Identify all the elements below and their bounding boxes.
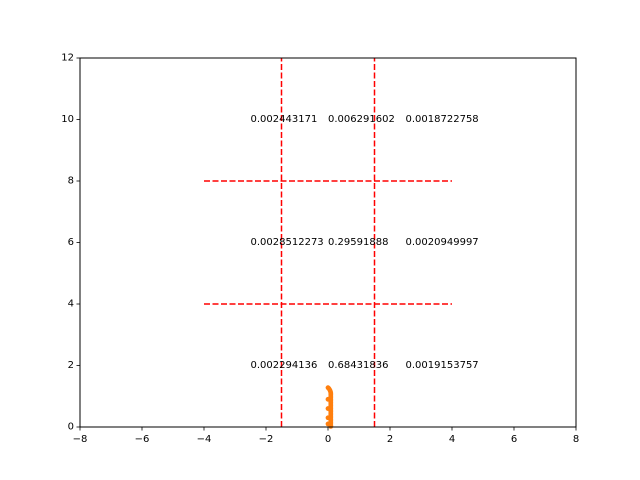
- data-point-28: [325, 406, 331, 411]
- cell-label-3: 0.0028512273: [251, 237, 324, 248]
- y-tick-label-3: 6: [68, 237, 74, 248]
- y-tick-label-4: 8: [68, 176, 74, 187]
- cell-label-5: 0.0020949997: [406, 237, 479, 248]
- cell-label-7: 0.006291602: [328, 114, 395, 125]
- y-tick-label-5: 10: [61, 114, 74, 125]
- x-axis: −8 −6 −4 −2 0 2 4 6 8: [73, 427, 579, 445]
- cell-label-8: 0.0018722758: [406, 114, 479, 125]
- x-tick-label-1: −6: [135, 434, 150, 445]
- cell-labels-layer: 0.002294136 0.68431836 0.0019153757 0.00285…: [251, 114, 479, 371]
- x-tick-label-5: 2: [387, 434, 393, 445]
- data-point-27: [325, 396, 331, 402]
- x-tick-label-6: 4: [449, 434, 455, 445]
- y-tick-label-2: 4: [68, 299, 74, 310]
- x-tick-label-0: −8: [73, 434, 88, 445]
- x-tick-label-4: 0: [325, 434, 331, 445]
- cell-label-1: 0.68431836: [328, 360, 388, 371]
- reference-lines-layer: [204, 58, 452, 427]
- x-tick-label-8: 8: [573, 434, 579, 445]
- cell-label-0: 0.002294136: [251, 360, 318, 371]
- y-tick-label-0: 0: [68, 422, 74, 433]
- y-axis: 0 2 4 6 8 10 12: [61, 53, 80, 433]
- x-tick-label-7: 6: [511, 434, 517, 445]
- y-tick-label-6: 12: [61, 53, 74, 64]
- x-tick-label-2: −4: [197, 434, 212, 445]
- x-tick-label-3: −2: [259, 434, 274, 445]
- cell-label-6: 0.002443171: [251, 114, 318, 125]
- y-tick-label-1: 2: [68, 360, 74, 371]
- points-layer: [325, 385, 334, 429]
- cell-label-2: 0.0019153757: [406, 360, 479, 371]
- data-point-30: [325, 421, 331, 427]
- data-point-29: [325, 415, 331, 421]
- cell-label-4: 0.29591888: [328, 237, 388, 248]
